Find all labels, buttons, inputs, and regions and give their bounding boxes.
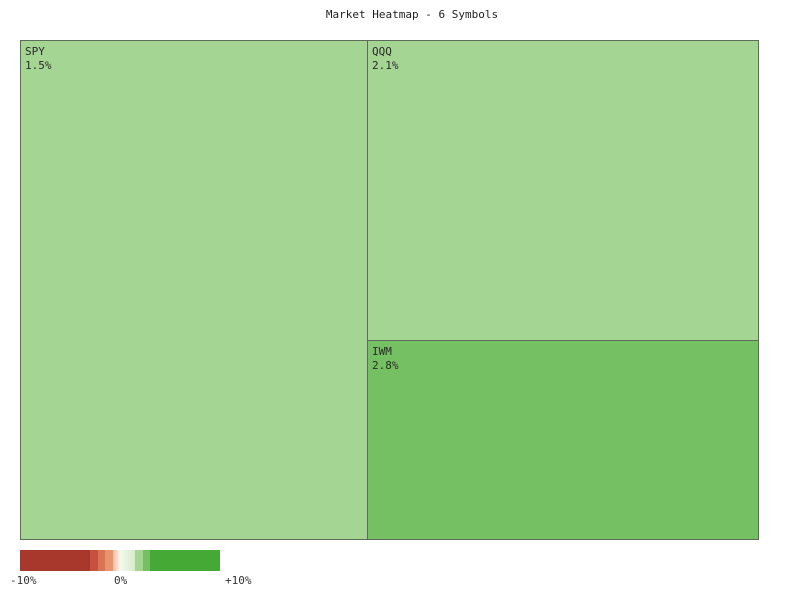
tile-change: 1.5% xyxy=(25,59,52,72)
chart-title: Market Heatmap - 6 Symbols xyxy=(325,8,499,21)
tile-symbol: SPY xyxy=(25,45,45,58)
tile-iwm[interactable]: IWM 2.8% xyxy=(367,340,759,540)
legend-segment xyxy=(98,550,105,571)
legend-min-label: -10% xyxy=(10,574,37,587)
legend-segment xyxy=(150,550,220,571)
tile-symbol: IWM xyxy=(372,345,392,358)
legend-segment xyxy=(135,550,143,571)
legend-segment xyxy=(90,550,98,571)
tile-change: 2.8% xyxy=(372,359,399,372)
legend-mid-label: 0% xyxy=(114,574,128,587)
legend-labels: -10% 0% +10% xyxy=(0,574,800,588)
tile-symbol: QQQ xyxy=(372,45,392,58)
legend-segment xyxy=(120,550,135,571)
legend-segment xyxy=(20,550,90,571)
legend-segment xyxy=(143,550,150,571)
legend-segment xyxy=(113,550,120,571)
tile-change: 2.1% xyxy=(372,59,399,72)
legend-max-label: +10% xyxy=(225,574,252,587)
tile-qqq[interactable]: QQQ 2.1% xyxy=(367,40,759,341)
tile-spy[interactable]: SPY 1.5% xyxy=(20,40,368,540)
color-scale-legend xyxy=(20,550,220,571)
treemap: SPY 1.5% QQQ 2.1% IWM 2.8% xyxy=(20,40,759,540)
legend-segment xyxy=(105,550,113,571)
